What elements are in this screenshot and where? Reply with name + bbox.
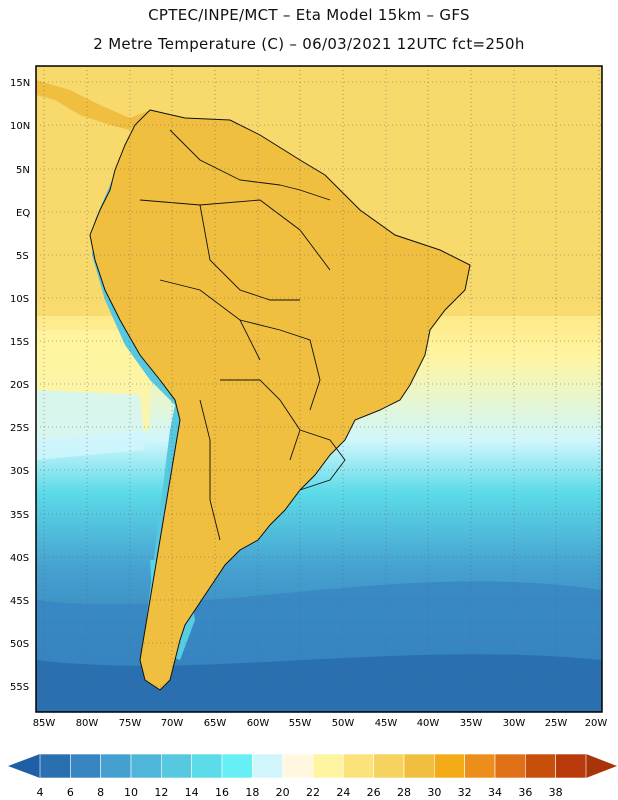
colorbar-swatch bbox=[434, 753, 465, 779]
colorbar-swatch bbox=[252, 753, 283, 779]
colorbar-label: 14 bbox=[185, 786, 199, 799]
colorbar-label: 36 bbox=[518, 786, 532, 799]
colorbar-label: 20 bbox=[276, 786, 290, 799]
lat-label: 35S bbox=[10, 510, 29, 521]
lat-label: 45S bbox=[10, 596, 29, 607]
colorbar-label: 4 bbox=[37, 786, 44, 799]
lat-label: 10S bbox=[10, 294, 29, 305]
lon-label: 40W bbox=[417, 718, 440, 729]
colorbar-swatch bbox=[555, 753, 587, 779]
lat-label: 5S bbox=[16, 251, 29, 262]
colorbar-label: 32 bbox=[458, 786, 472, 799]
colorbar-label: 10 bbox=[124, 786, 138, 799]
pacific-cooler-strip bbox=[36, 390, 145, 460]
colorbar-swatch bbox=[282, 753, 314, 779]
lat-label: 25S bbox=[10, 423, 29, 434]
colorbar-swatch bbox=[525, 753, 556, 779]
lon-label: 80W bbox=[76, 718, 99, 729]
colorbar-high-arrow bbox=[586, 754, 617, 778]
lat-label: 55S bbox=[10, 682, 29, 693]
colorbar-label: 34 bbox=[488, 786, 502, 799]
country-borders bbox=[139, 129, 346, 541]
central-america-land bbox=[36, 80, 150, 130]
colorbar-swatch bbox=[373, 753, 405, 779]
colorbar-swatch bbox=[191, 753, 223, 779]
colorbar-label: 8 bbox=[97, 786, 104, 799]
map-title-line-1: CPTEC/INPE/MCT – Eta Model 15km – GFS bbox=[148, 6, 470, 24]
colorbar-label: 26 bbox=[367, 786, 381, 799]
colorbar-label: 28 bbox=[397, 786, 411, 799]
lon-label: 60W bbox=[247, 718, 270, 729]
lat-label: EQ bbox=[16, 208, 30, 219]
lon-label: 85W bbox=[33, 718, 56, 729]
map-field bbox=[36, 66, 602, 712]
colorbar-swatch bbox=[70, 753, 101, 779]
lat-label: 10N bbox=[10, 121, 30, 132]
colorbar-label: 38 bbox=[549, 786, 563, 799]
lon-label: 75W bbox=[119, 718, 142, 729]
lon-label: 65W bbox=[204, 718, 227, 729]
colorbar-swatch bbox=[312, 753, 344, 779]
lon-label: 45W bbox=[375, 718, 398, 729]
lon-label: 35W bbox=[460, 718, 483, 729]
colorbar-low-arrow bbox=[8, 754, 40, 778]
latitude-labels: 15N 10N 5N EQ 5S 10S 15S 20S 25S 30S 35S… bbox=[10, 78, 30, 693]
colorbar-label: 18 bbox=[245, 786, 259, 799]
temperature-colorbar: 4 6 8 10 12 14 16 18 20 22 24 26 28 30 32 34 36 38 bbox=[8, 753, 617, 799]
lat-label: 20S bbox=[10, 380, 29, 391]
lat-label: 40S bbox=[10, 553, 29, 564]
colorbar-label: 30 bbox=[427, 786, 441, 799]
longitude-labels: 85W 80W 75W 70W 65W 60W 55W 50W 45W 40W … bbox=[33, 718, 608, 729]
lon-label: 25W bbox=[545, 718, 568, 729]
colorbar-swatch bbox=[39, 753, 71, 779]
lon-label: 20W bbox=[585, 718, 608, 729]
lat-label: 30S bbox=[10, 466, 29, 477]
lon-label: 30W bbox=[503, 718, 526, 729]
colorbar-label: 24 bbox=[336, 786, 350, 799]
colorbar-label: 16 bbox=[215, 786, 229, 799]
lon-label: 50W bbox=[332, 718, 355, 729]
colorbar-swatch bbox=[494, 753, 526, 779]
colorbar-swatch bbox=[343, 753, 374, 779]
lon-label: 70W bbox=[161, 718, 184, 729]
colorbar-swatch bbox=[221, 753, 253, 779]
colorbar-swatch bbox=[403, 753, 435, 779]
colorbar-swatch bbox=[161, 753, 192, 779]
colorbar-label: 22 bbox=[306, 786, 320, 799]
colorbar-label: 6 bbox=[67, 786, 74, 799]
lat-label: 50S bbox=[10, 639, 29, 650]
colorbar-label: 12 bbox=[154, 786, 168, 799]
colorbar-swatch bbox=[100, 753, 132, 779]
map-title-line-2: 2 Metre Temperature (C) – 06/03/2021 12U… bbox=[93, 35, 525, 53]
colorbar-swatch bbox=[130, 753, 162, 779]
southern-ocean-coldest bbox=[36, 654, 602, 712]
colorbar-swatch bbox=[464, 753, 496, 779]
lat-label: 15N bbox=[10, 78, 30, 89]
map-frame bbox=[35, 65, 603, 713]
lat-label: 15S bbox=[10, 337, 29, 348]
lon-label: 55W bbox=[289, 718, 312, 729]
lat-label: 5N bbox=[16, 165, 30, 176]
